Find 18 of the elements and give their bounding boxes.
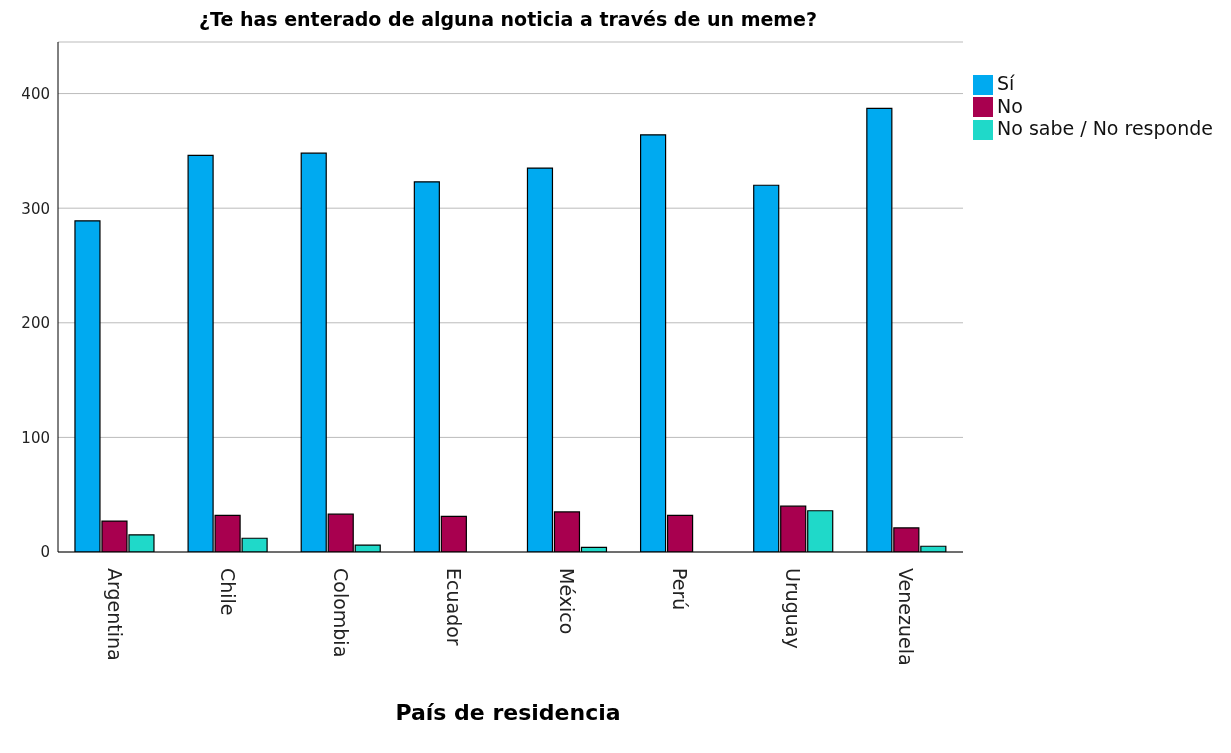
x-tick-label: Argentina [103, 568, 126, 661]
x-tick-label: Chile [216, 568, 239, 616]
x-tick-label: Ecuador [442, 568, 465, 646]
legend-label: No [997, 94, 1023, 117]
x-axis-title: País de residencia [394, 700, 622, 725]
x-tick-label: Colombia [329, 568, 352, 658]
x-tick-label: Uruguay [782, 568, 805, 649]
y-tick-label: 200 [21, 314, 50, 333]
y-tick-label: 0 [40, 543, 50, 562]
y-tick-label: 100 [21, 428, 50, 447]
chart-title: ¿Te has enterado de alguna noticia a través de un meme? [197, 8, 819, 32]
legend-label: No sabe / No responde [997, 117, 1213, 139]
y-tick-label: 400 [21, 84, 50, 103]
y-tick-label: 300 [21, 199, 50, 218]
legend-label: Sí [997, 72, 1015, 94]
x-tick-label: Perú [669, 568, 692, 611]
x-tick-label: Venezuela [895, 568, 918, 666]
x-tick-label: México [556, 568, 579, 635]
